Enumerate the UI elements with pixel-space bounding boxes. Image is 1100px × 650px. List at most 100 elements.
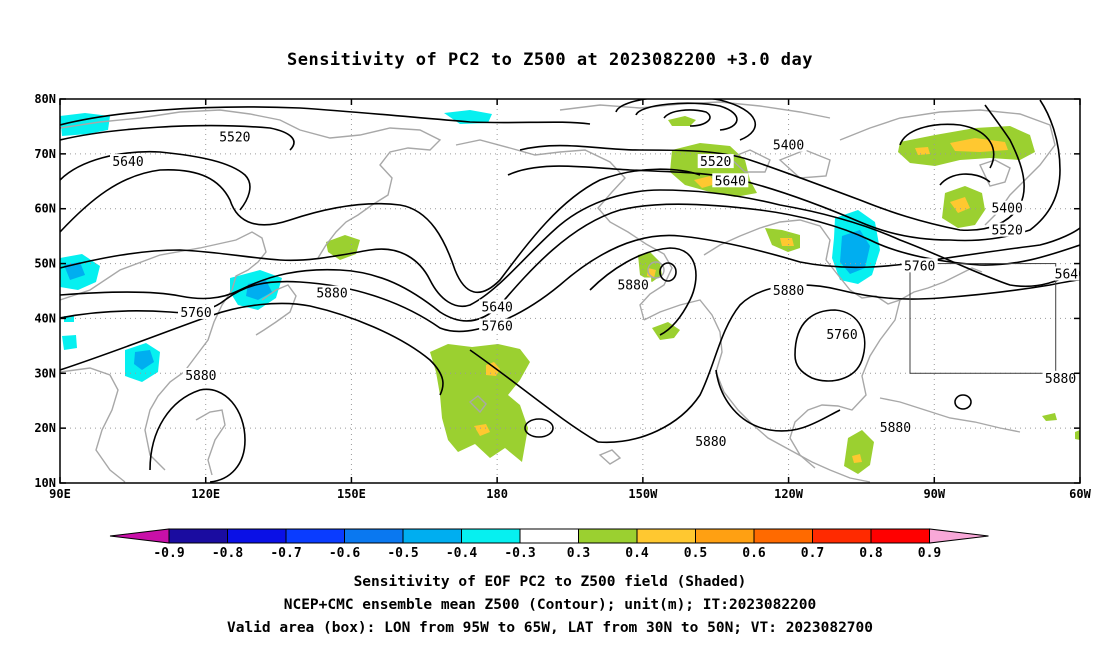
lon-tick-label: 150E	[337, 487, 366, 501]
contour-label-bg	[770, 137, 807, 152]
contour-label-bg	[901, 258, 938, 273]
colorbar-label: 0.8	[859, 546, 883, 560]
contour-label-bg	[692, 433, 729, 448]
contour-label: 5760	[826, 328, 857, 343]
colorbar-label: -0.7	[270, 546, 301, 560]
contour-label: 5640	[715, 174, 746, 189]
shade-central-am-yellow	[852, 454, 862, 463]
contour-label: 5760	[904, 259, 935, 274]
colorbar-swatch	[285, 528, 345, 544]
contour-label-bg	[615, 277, 652, 292]
contour-label: 5880	[880, 421, 911, 436]
shade-small-cyan	[62, 335, 77, 350]
lat-tick-label: 60N	[34, 202, 56, 216]
contour-label: 5520	[991, 224, 1022, 239]
contour-label-bg	[479, 318, 516, 333]
contour-label: 5640	[1055, 268, 1086, 283]
lat-tick-label: 20N	[34, 421, 56, 435]
colorbar-label: -0.5	[387, 546, 418, 560]
colorbar-swatch	[578, 528, 638, 544]
lon-tick-label: 120E	[191, 487, 220, 501]
colorbar-swatch	[344, 528, 404, 544]
colorbar-label: 0.4	[625, 546, 649, 560]
shade-central-am-green	[844, 430, 874, 474]
colorbar-swatch	[519, 528, 579, 544]
shade-bering-green	[638, 252, 662, 282]
sensitivity-map: 5520 5640 5400 5520 5640 5400 5520 5760 5880 5640…	[34, 92, 1091, 560]
caption-shading: Sensitivity of EOF PC2 to Z500 field (Sh…	[353, 574, 747, 590]
contour-label-bg	[770, 283, 807, 297]
colorbar-label: 0.9	[918, 546, 941, 560]
contour-label: 5880	[1045, 372, 1076, 387]
contour-label-bg	[216, 129, 253, 144]
contour-label-bg	[314, 285, 350, 300]
shade-greenland-yellow2	[915, 147, 930, 155]
colorbar-swatch	[870, 528, 930, 544]
colorbar-swatch	[402, 528, 462, 544]
lon-tick-label: 120W	[774, 487, 804, 501]
colorbar-label: -0.3	[504, 546, 535, 560]
contour-label-bg	[182, 368, 219, 383]
contour-label: 5400	[773, 139, 804, 154]
colorbar-label: -0.9	[153, 546, 184, 560]
colorbar-over-arrow	[929, 528, 989, 544]
lon-tick-label: 150W	[628, 487, 658, 501]
contour-label-bg	[824, 326, 860, 341]
valid-area-box	[909, 263, 1057, 374]
contour-label: 5880	[695, 435, 726, 450]
contour-label: 5880	[185, 369, 216, 384]
lat-tick-label: 10N	[34, 476, 56, 490]
colorbar-label: 0.5	[684, 546, 707, 560]
shade-ne-atl-green	[1075, 430, 1080, 440]
colorbar-label: 0.6	[742, 546, 766, 560]
caption-contour: NCEP+CMC ensemble mean Z500 (Contour); u…	[283, 597, 817, 613]
shade-small-green-top	[668, 116, 696, 126]
colorbar-swatch	[168, 528, 228, 544]
plot-frame	[59, 98, 1081, 484]
contour-label-bg	[712, 173, 749, 188]
contour-label-bg	[178, 304, 214, 319]
lat-tick-label: 50N	[34, 257, 56, 271]
contour-labels: 5520 5640 5400 5520 5640 5400 5520 5760 5880 5640…	[110, 129, 1086, 450]
colorbar-swatch	[461, 528, 521, 544]
contour-label-bg	[877, 420, 914, 435]
colorbar-swatch	[753, 528, 813, 544]
lat-tick-label: 40N	[34, 311, 56, 325]
colorbar-label: -0.8	[212, 546, 243, 560]
shade-arctic-yellow	[694, 176, 716, 188]
lon-tick-label: 60W	[1069, 487, 1091, 501]
colorbar-label: 0.7	[801, 546, 824, 560]
lon-tick-label: 180	[486, 487, 508, 501]
contour-label-bg	[989, 222, 1026, 237]
coastlines	[60, 101, 1056, 483]
contour-label: 5640	[481, 300, 512, 315]
contour-label-bg	[1042, 370, 1079, 385]
lon-tick-label: 90E	[49, 487, 71, 501]
contour-label-bg	[1052, 266, 1080, 281]
colorbar-label: -0.4	[446, 546, 477, 560]
lat-tick-label: 80N	[34, 92, 56, 106]
colorbar-swatch	[812, 528, 872, 544]
shade-scs-blue	[134, 350, 154, 370]
contour-label: 5760	[481, 320, 512, 335]
colorbar-swatch	[227, 528, 287, 544]
contour-label-bg	[989, 200, 1026, 215]
lat-tick-label: 30N	[34, 366, 56, 380]
contour-label: 5760	[180, 306, 211, 321]
contour-label: 5640	[112, 155, 143, 170]
colorbar-swatch	[695, 528, 755, 544]
chart-title: Sensitivity of PC2 to Z500 at 2023082200…	[286, 50, 813, 70]
shade-carib-green	[1042, 413, 1057, 421]
colorbar-swatch	[636, 528, 696, 544]
colorbar-label: -0.6	[329, 546, 360, 560]
contour-label: 5880	[773, 284, 804, 299]
colorbar-label: 0.3	[567, 546, 590, 560]
shade-pacific-green	[430, 344, 530, 462]
shade-us-blue	[840, 230, 870, 274]
shade-pacific-yellow2	[474, 424, 490, 436]
shade-hudson-yellow	[780, 238, 794, 246]
contour-label-bg	[479, 299, 516, 314]
contour-label: 5520	[700, 155, 731, 170]
contour-label-bg	[697, 154, 734, 169]
